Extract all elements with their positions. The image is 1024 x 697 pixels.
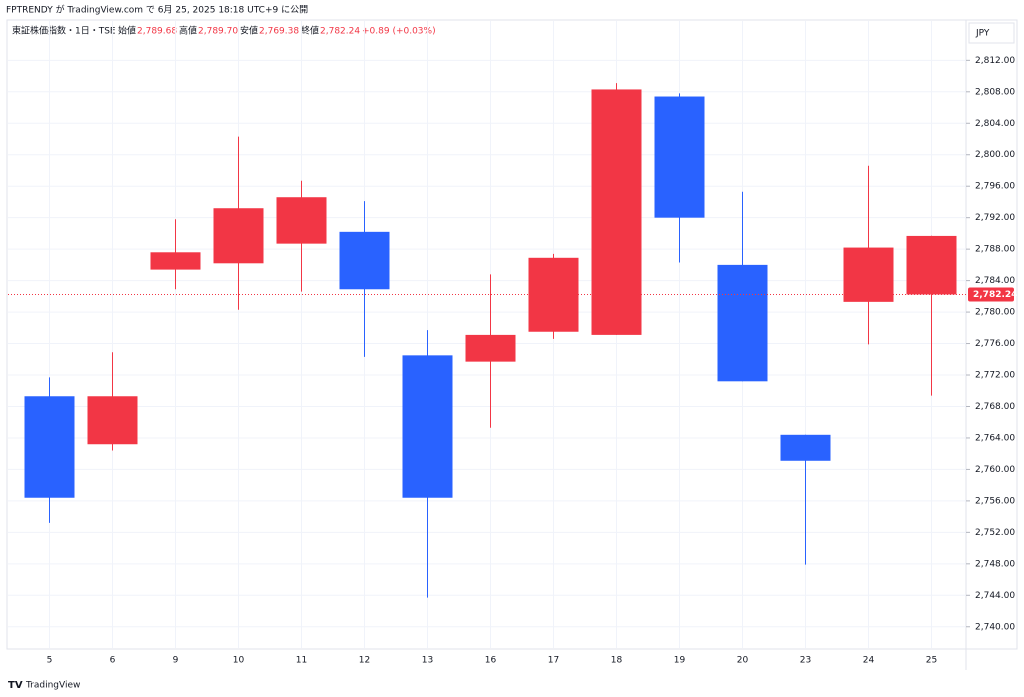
ohlc-name: 安値 [240, 25, 258, 37]
candle-body [654, 96, 705, 218]
x-tick-label: 10 [233, 656, 245, 666]
ohlc-value: 2,789.68 [137, 27, 177, 37]
ohlc-name: 高値 [179, 25, 197, 37]
x-tick-label: 11 [296, 656, 307, 666]
y-tick-label: 2,772.00 [975, 371, 1015, 381]
y-tick-label: 2,788.00 [975, 245, 1015, 255]
x-tick-label: 12 [359, 656, 370, 666]
y-tick-label: 2,812.00 [975, 56, 1015, 66]
candle-body [843, 247, 894, 302]
ohlc-value: 2,782.24 [320, 27, 360, 37]
candle-body [591, 89, 642, 335]
ohlc-name: 終値 [301, 25, 319, 37]
x-tick-label: 9 [173, 656, 179, 666]
ohlc-legend: 東証株価指数・1日・TSE 始値 2,789.68 高値 2,789.70 安値 2,769… [12, 25, 436, 37]
candle-body [906, 235, 957, 295]
candle-body [24, 396, 75, 498]
y-tick-label: 2,768.00 [975, 402, 1015, 412]
change: +0.89 (+0.03%) [362, 27, 436, 37]
y-tick-label: 2,796.00 [975, 182, 1015, 192]
candle-body [717, 264, 768, 382]
x-tick-label: 5 [47, 656, 53, 666]
x-tick-label: 19 [674, 656, 686, 666]
y-tick-label: 2,760.00 [975, 465, 1015, 475]
x-tick-label: 25 [926, 656, 937, 666]
y-tick-label: 2,784.00 [975, 276, 1015, 286]
chart-frame [6, 19, 1018, 650]
y-tick-label: 2,744.00 [975, 591, 1015, 601]
publish-header: FPTRENDY が TradingView.com で 6月 25, 2025… [6, 4, 308, 16]
y-tick-label: 2,800.00 [975, 150, 1015, 160]
y-tick-label: 2,764.00 [975, 433, 1015, 443]
x-tick-label: 20 [737, 656, 749, 666]
candle-body [150, 252, 201, 270]
candle-body [465, 334, 516, 362]
ohlc-value: 2,789.70 [198, 27, 238, 37]
currency: JPY [975, 29, 990, 39]
candle-body [276, 197, 327, 244]
currency-box[interactable] [968, 22, 1015, 44]
candle-body [339, 231, 390, 290]
y-tick-label: 2,752.00 [975, 528, 1015, 538]
y-tick-label: 2,748.00 [975, 559, 1015, 569]
y-tick-label: 2,804.00 [975, 119, 1015, 129]
x-tick-label: 17 [548, 656, 559, 666]
x-tick-label: 13 [422, 656, 433, 666]
x-tick-label: 24 [863, 656, 875, 666]
brand: TV TradingView [8, 680, 80, 691]
y-tick-label: 2,808.00 [975, 87, 1015, 97]
last-price-label: 2,782.24 [973, 290, 1017, 300]
candle-body [780, 434, 831, 461]
ohlc-name: 始値 [118, 25, 136, 37]
candle-body [213, 208, 264, 264]
candle-body [87, 396, 138, 445]
brand-name: TradingView [25, 681, 80, 691]
y-tick-label: 2,780.00 [975, 308, 1015, 318]
symbol: 東証株価指数・1日・TSE [12, 25, 116, 37]
x-tick-label: 16 [485, 656, 497, 666]
ohlc-value: 2,769.38 [259, 27, 299, 37]
x-tick-label: 18 [611, 656, 623, 666]
y-tick-label: 2,792.00 [975, 213, 1015, 223]
x-tick-label: 23 [800, 656, 811, 666]
x-tick-label: 6 [110, 656, 116, 666]
y-tick-label: 2,756.00 [975, 496, 1015, 506]
y-tick-label: 2,740.00 [975, 622, 1015, 632]
y-tick-label: 2,776.00 [975, 339, 1015, 349]
brand-logo: TV [8, 680, 23, 691]
candle-body [402, 355, 453, 498]
last-price-tag [968, 287, 1014, 302]
